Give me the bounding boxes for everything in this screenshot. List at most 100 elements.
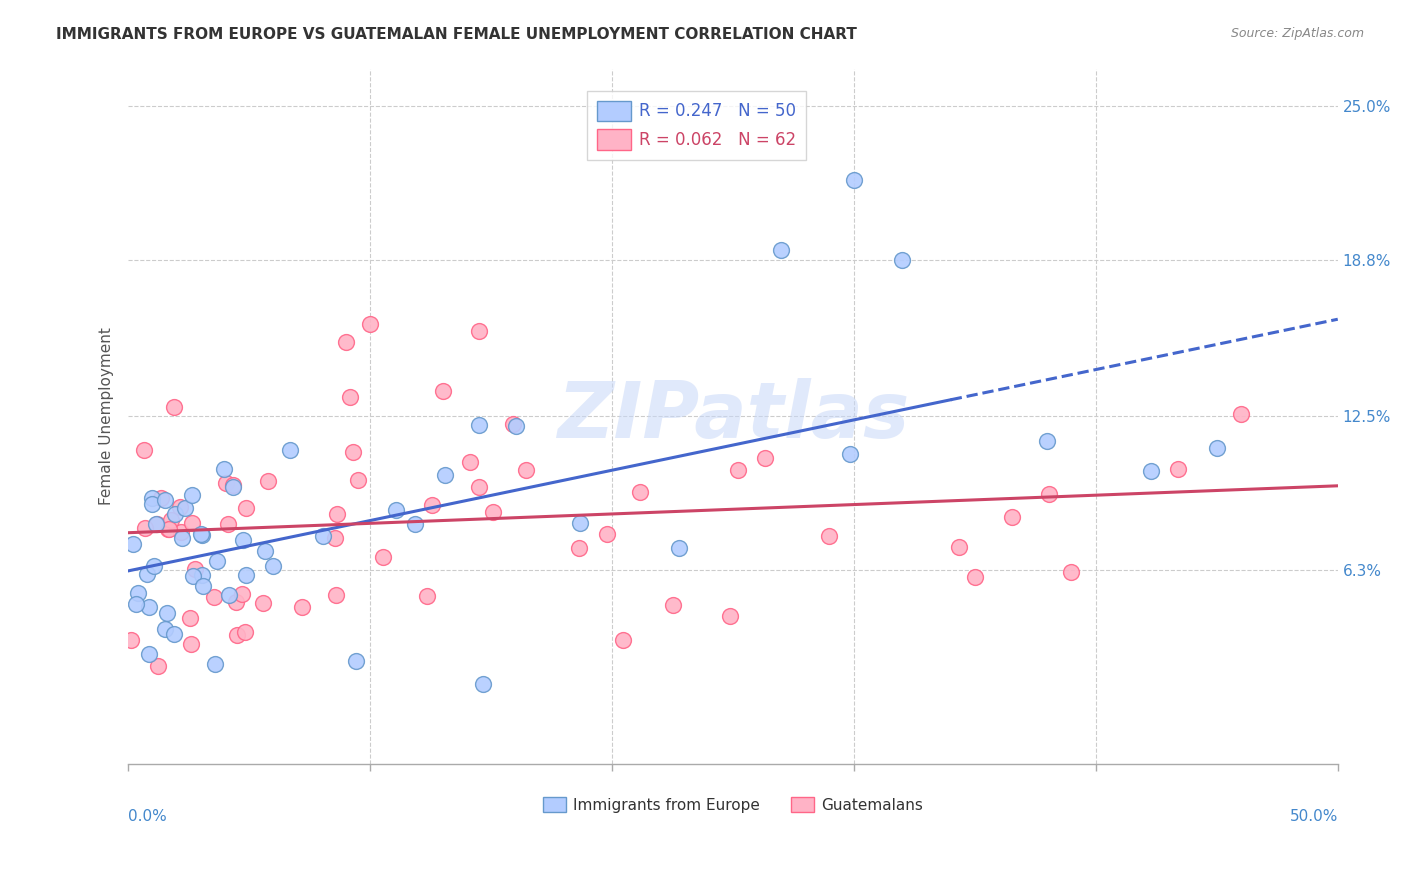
Point — [420, 498, 443, 512]
Point — [471, 677, 494, 691]
Point — [344, 654, 367, 668]
Point — [141, 497, 163, 511]
Point — [839, 447, 862, 461]
Point — [339, 390, 361, 404]
Point — [141, 491, 163, 506]
Point — [190, 526, 212, 541]
Point — [253, 543, 276, 558]
Point — [163, 400, 186, 414]
Point — [156, 606, 179, 620]
Point — [385, 502, 408, 516]
Point — [963, 570, 986, 584]
Point — [146, 659, 169, 673]
Point — [207, 554, 229, 568]
Point — [291, 599, 314, 614]
Point — [432, 384, 454, 399]
Point — [662, 598, 685, 612]
Point — [157, 522, 180, 536]
Legend: Immigrants from Europe, Guatemalans: Immigrants from Europe, Guatemalans — [537, 790, 929, 819]
Point — [568, 541, 591, 555]
Point — [218, 588, 240, 602]
Point — [467, 324, 489, 338]
Point — [252, 596, 274, 610]
Point — [132, 442, 155, 457]
Point — [482, 505, 505, 519]
Point — [153, 493, 176, 508]
Point — [1060, 565, 1083, 579]
Point — [170, 531, 193, 545]
Point — [460, 455, 482, 469]
Point — [347, 473, 370, 487]
Point — [1038, 487, 1060, 501]
Point — [1001, 510, 1024, 524]
Point — [204, 657, 226, 671]
Point — [1036, 434, 1059, 448]
Point — [191, 528, 214, 542]
Point — [183, 562, 205, 576]
Point — [335, 334, 357, 349]
Point — [221, 478, 243, 492]
Point — [342, 445, 364, 459]
Point — [754, 450, 776, 465]
Point — [235, 567, 257, 582]
Point — [225, 628, 247, 642]
Point — [359, 318, 381, 332]
Point — [467, 417, 489, 432]
Text: ZIPatlas: ZIPatlas — [557, 378, 910, 454]
Point — [136, 567, 159, 582]
Point — [668, 541, 690, 555]
Point — [155, 622, 177, 636]
Point — [404, 517, 426, 532]
Point — [149, 491, 172, 505]
Point — [1140, 464, 1163, 478]
Point — [217, 517, 239, 532]
Point — [312, 529, 335, 543]
Point — [215, 476, 238, 491]
Point — [515, 463, 537, 477]
Point — [891, 252, 914, 267]
Point — [505, 418, 527, 433]
Point — [818, 529, 841, 543]
Point — [173, 500, 195, 515]
Point — [1230, 407, 1253, 421]
Point — [180, 488, 202, 502]
Point — [842, 173, 865, 187]
Point — [169, 500, 191, 514]
Point — [125, 597, 148, 611]
Point — [212, 462, 235, 476]
Y-axis label: Female Unemployment: Female Unemployment — [100, 327, 114, 505]
Point — [1205, 442, 1227, 456]
Text: 0.0%: 0.0% — [128, 809, 167, 824]
Point — [948, 540, 970, 554]
Point — [612, 633, 634, 648]
Text: 50.0%: 50.0% — [1289, 809, 1337, 824]
Point — [138, 648, 160, 662]
Point — [157, 522, 180, 536]
Point — [190, 567, 212, 582]
Point — [202, 591, 225, 605]
Point — [770, 243, 793, 257]
Point — [326, 507, 349, 521]
Point — [628, 484, 651, 499]
Point — [159, 513, 181, 527]
Point — [165, 507, 187, 521]
Point — [222, 480, 245, 494]
Point — [468, 480, 491, 494]
Text: IMMIGRANTS FROM EUROPE VS GUATEMALAN FEMALE UNEMPLOYMENT CORRELATION CHART: IMMIGRANTS FROM EUROPE VS GUATEMALAN FEM… — [56, 27, 858, 42]
Point — [718, 608, 741, 623]
Point — [233, 624, 256, 639]
Point — [235, 500, 257, 515]
Point — [257, 474, 280, 488]
Point — [596, 527, 619, 541]
Point — [146, 517, 169, 532]
Point — [170, 524, 193, 539]
Point — [727, 462, 749, 476]
Point — [127, 585, 149, 599]
Point — [121, 632, 143, 647]
Point — [179, 611, 201, 625]
Point — [181, 569, 204, 583]
Point — [145, 516, 167, 531]
Point — [568, 516, 591, 531]
Point — [280, 442, 302, 457]
Point — [325, 588, 347, 602]
